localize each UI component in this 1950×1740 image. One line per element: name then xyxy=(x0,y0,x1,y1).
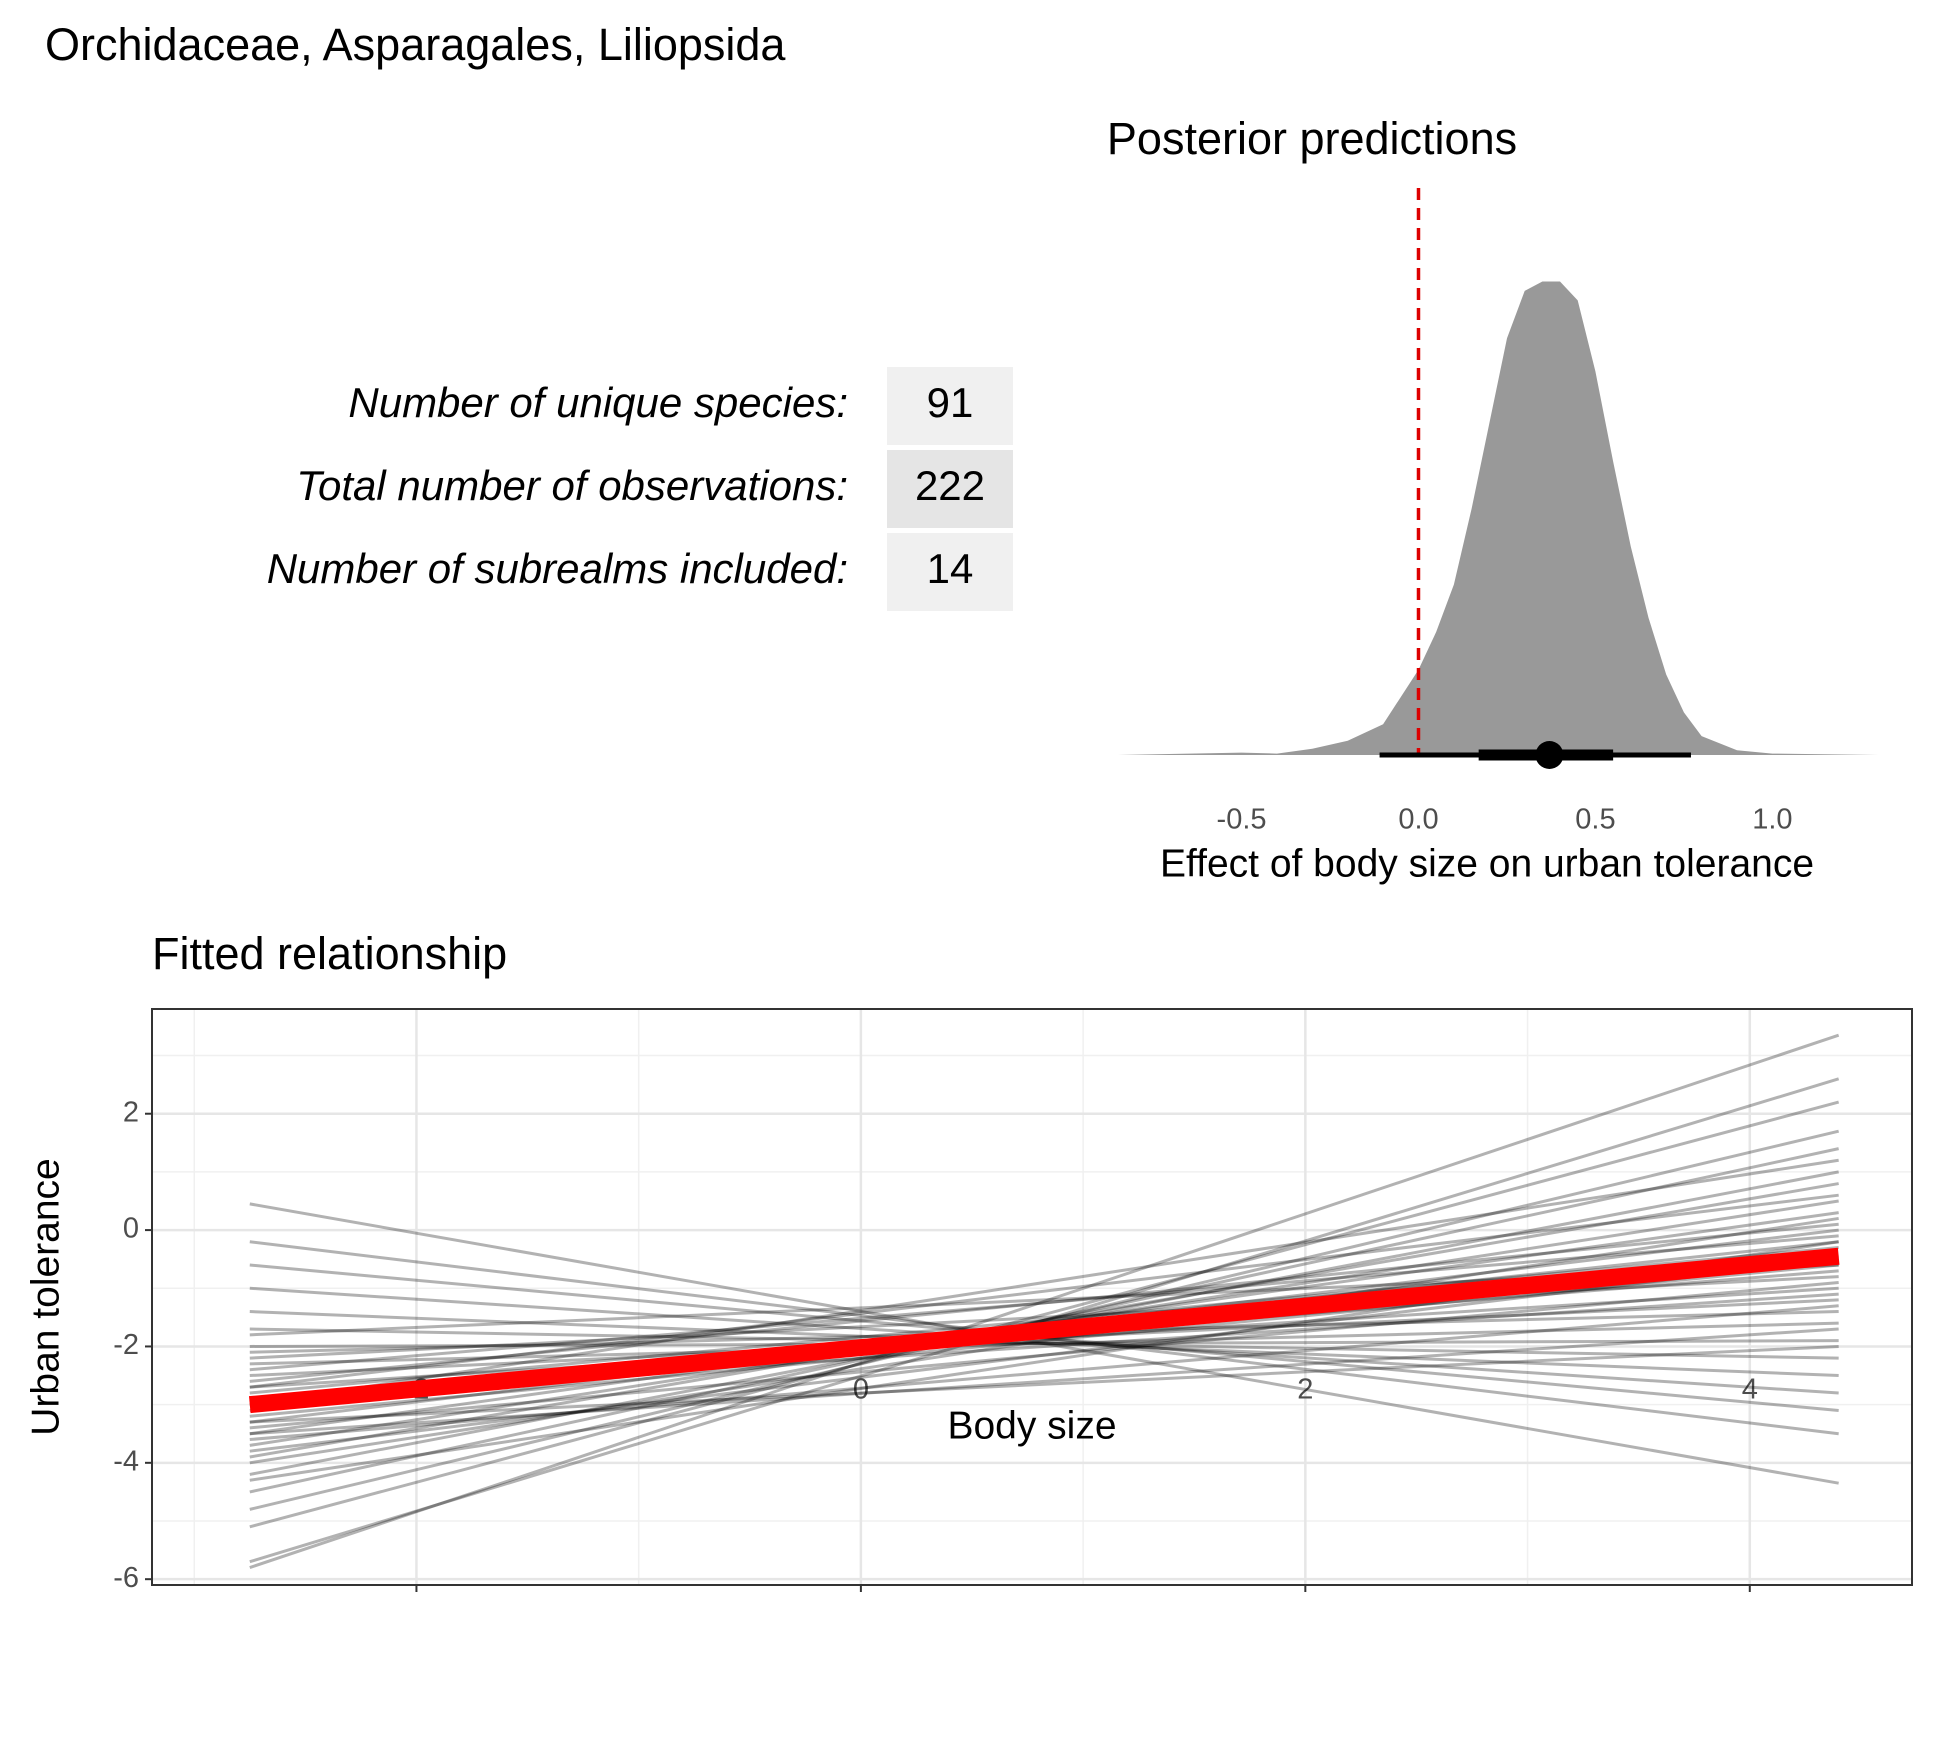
posterior-line xyxy=(249,1304,1839,1442)
table-cell xyxy=(887,450,1013,528)
x-tick-label: 2 xyxy=(1297,1374,1313,1406)
posterior-line xyxy=(249,1275,1839,1360)
x-tick-label: 1.0 xyxy=(1752,804,1792,836)
x-tick-label: -0.5 xyxy=(1217,804,1267,836)
posterior-line xyxy=(249,1327,1839,1436)
y-tick-label: -6 xyxy=(113,1562,139,1594)
table-value: 222 xyxy=(915,462,985,509)
posterior-line xyxy=(249,1100,1840,1529)
posterior-line xyxy=(249,1257,1839,1453)
density-area xyxy=(1117,281,1879,755)
posterior-line xyxy=(249,1263,1839,1418)
table-label: Number of unique species: xyxy=(348,379,848,426)
x-tick-label: 0 xyxy=(853,1374,869,1406)
posterior-line xyxy=(249,1033,1840,1569)
x-axis-label: Effect of body size on urban tolerance xyxy=(1160,842,1814,885)
posterior-line xyxy=(249,1193,1839,1389)
x-axis-label: Body size xyxy=(947,1404,1116,1447)
posterior-line xyxy=(249,1310,1839,1378)
posterior-line xyxy=(249,1234,1839,1372)
posterior-line xyxy=(249,1158,1839,1407)
y-tick-label: -2 xyxy=(113,1329,139,1361)
posterior-line xyxy=(249,1202,1839,1485)
posterior-line xyxy=(249,1182,1839,1459)
posterior-line xyxy=(249,1280,1839,1430)
posterior-line xyxy=(249,1286,1839,1395)
posterior-line xyxy=(249,1344,1839,1424)
posterior-line xyxy=(249,1216,1839,1465)
posterior-line xyxy=(249,1129,1840,1511)
point-estimate xyxy=(1535,741,1564,769)
posterior-line xyxy=(249,1246,1839,1395)
posterior-line xyxy=(249,1339,1839,1348)
fitted-line xyxy=(248,1247,1840,1414)
chart-title: Fitted relationship xyxy=(152,928,507,979)
table-value: 91 xyxy=(927,379,974,426)
y-tick-label: 0 xyxy=(123,1213,139,1245)
panel xyxy=(152,1009,1912,1585)
y-tick-label: 2 xyxy=(123,1096,139,1128)
x-tick-label: 0.0 xyxy=(1398,804,1438,836)
x-tick-label: 4 xyxy=(1742,1374,1758,1406)
table-label: Total number of observations: xyxy=(296,462,848,509)
y-axis-label: Urban tolerance xyxy=(24,1158,67,1436)
panel-border xyxy=(151,1008,1913,1586)
posterior-line xyxy=(249,1077,1840,1564)
table-value: 14 xyxy=(927,545,974,592)
table-cell xyxy=(887,367,1013,445)
x-tick-label: 0.5 xyxy=(1575,804,1615,836)
y-tick-label: -4 xyxy=(113,1445,139,1477)
figure-title: Orchidaceae, Asparagales, Liliopsida xyxy=(45,19,786,70)
table-cell xyxy=(887,533,1013,611)
posterior-line xyxy=(249,1327,1839,1360)
chart-title: Posterior predictions xyxy=(1107,113,1517,164)
posterior-line xyxy=(249,1147,1839,1494)
table-label: Number of subrealms included: xyxy=(267,545,848,592)
posterior-line xyxy=(249,1321,1839,1366)
posterior-line xyxy=(249,1222,1839,1383)
